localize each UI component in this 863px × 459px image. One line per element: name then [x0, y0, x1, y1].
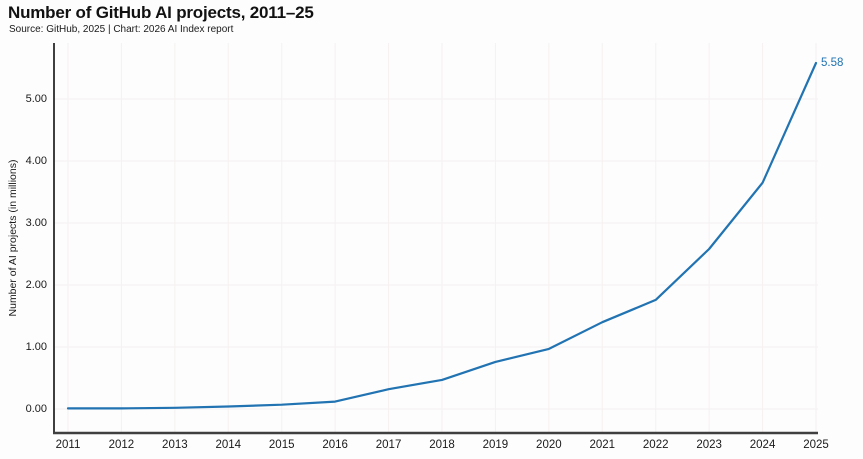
x-tick-label: 2025: [803, 439, 829, 451]
x-tick-label: 2020: [536, 439, 562, 451]
x-tick-label: 2024: [749, 439, 776, 451]
chart-source-caption: Source: GitHub, 2025 | Chart: 2026 AI In…: [9, 24, 234, 35]
x-tick-label: 2021: [589, 439, 616, 451]
x-tick-label: 2013: [162, 439, 188, 451]
chart-title: Number of GitHub AI projects, 2011–25: [8, 3, 314, 22]
series-line: [66, 61, 818, 410]
x-tick-label: 2023: [696, 439, 722, 451]
x-tick-label: 2022: [642, 439, 669, 451]
y-tick-label: 0.00: [25, 403, 47, 415]
series-end-value-label: 5.58: [821, 57, 844, 70]
x-tick-label: 2012: [108, 439, 135, 451]
x-tick-label: 2017: [375, 439, 402, 451]
y-tick-label: 4.00: [25, 155, 47, 167]
y-tick-label: 5.00: [25, 93, 47, 105]
x-tick-label: 2019: [482, 439, 509, 451]
y-tick-label: 3.00: [25, 217, 47, 229]
x-tick-label: 2015: [268, 439, 295, 451]
x-tick-label: 2018: [429, 439, 455, 451]
y-tick-label: 1.00: [25, 341, 47, 353]
x-tick-label: 2011: [55, 439, 81, 451]
y-tick-label: 2.00: [25, 279, 47, 291]
x-tick-label: 2016: [322, 439, 348, 451]
x-tick-label: 2014: [215, 439, 242, 451]
